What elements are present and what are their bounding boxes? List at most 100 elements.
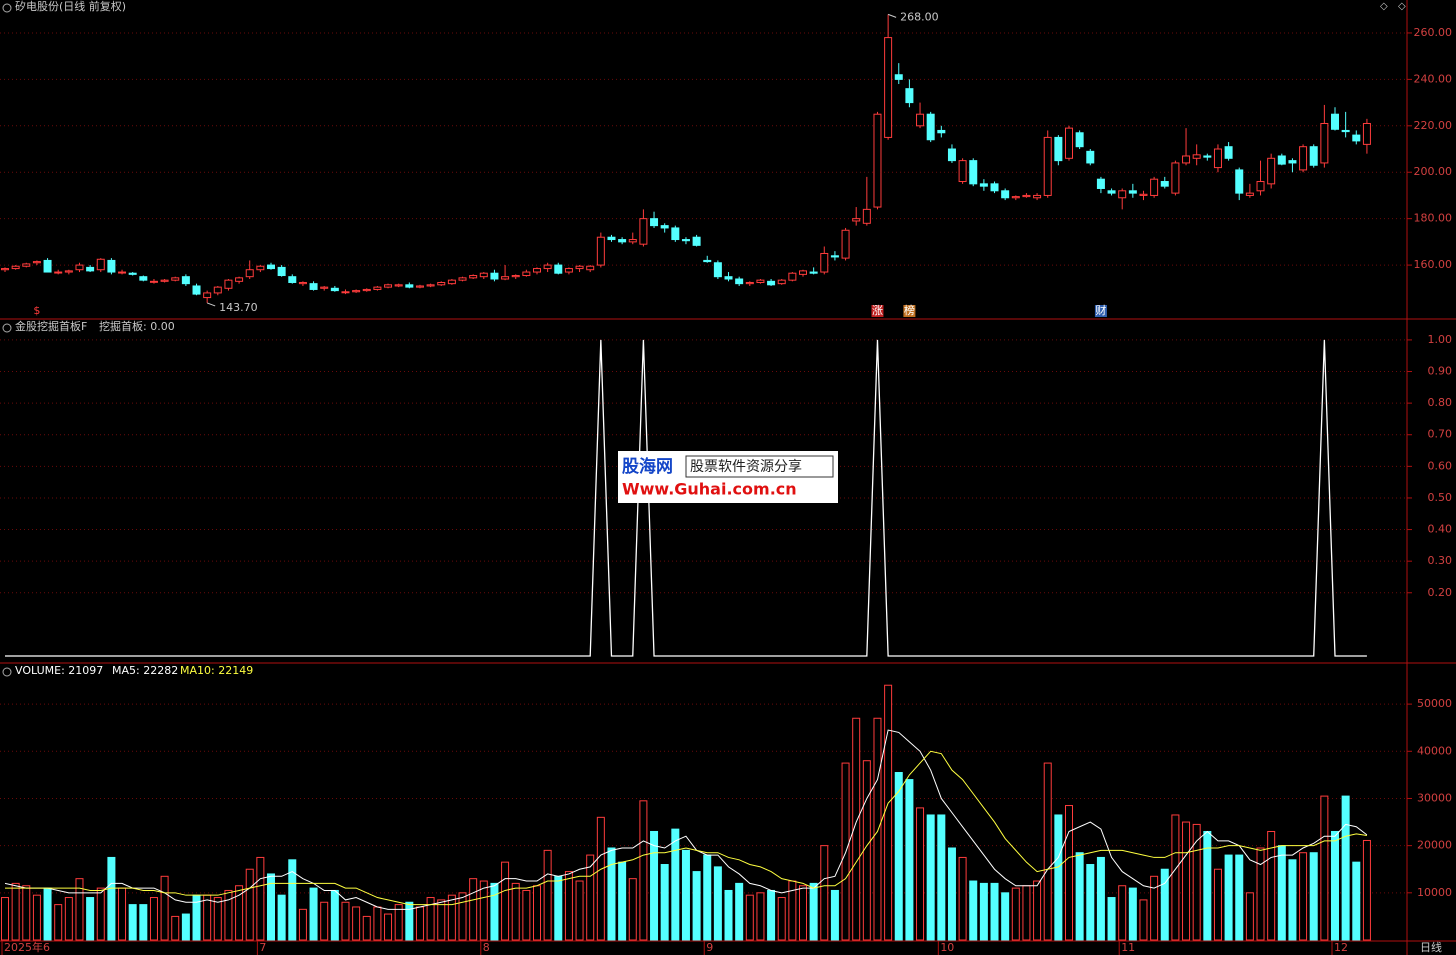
candle-body xyxy=(288,276,297,283)
y-tick-label: 0.50 xyxy=(1428,491,1453,504)
candle-body xyxy=(203,292,212,299)
candle-body xyxy=(809,271,818,274)
y-tick-label: 0.80 xyxy=(1428,396,1453,409)
candle-body xyxy=(1001,190,1010,199)
candle-body xyxy=(426,284,435,287)
candle-body xyxy=(947,148,956,162)
volume-bar xyxy=(394,904,403,941)
volume-bar xyxy=(469,878,478,941)
volume-bar xyxy=(203,894,212,941)
icon[interactable]: ◇ xyxy=(1380,1,1388,12)
header-icon xyxy=(2,667,12,677)
candle-body xyxy=(32,261,41,264)
volume-bar xyxy=(905,779,914,941)
candle-body xyxy=(384,284,393,288)
volume-bar xyxy=(405,901,414,941)
volume-bar xyxy=(1139,899,1148,941)
volume-bar xyxy=(650,830,659,941)
volume-bar xyxy=(809,882,818,941)
legend-entry: MA10: 22149 xyxy=(180,664,253,677)
volume-bar xyxy=(267,873,275,941)
volume-bar xyxy=(1362,839,1371,941)
icon[interactable]: ◇ xyxy=(1398,1,1406,12)
candle-body xyxy=(554,264,563,274)
volume-bar xyxy=(628,878,637,941)
candle-body xyxy=(884,37,893,138)
candle-body xyxy=(862,208,871,224)
y-tick-label: 0.70 xyxy=(1428,428,1453,441)
volume-bar xyxy=(660,864,669,941)
volume-bar xyxy=(415,906,424,941)
volume-bar xyxy=(894,772,903,941)
candle-body xyxy=(1320,122,1329,164)
volume-bar xyxy=(1277,845,1286,941)
x-tick-label: 11 xyxy=(1121,941,1135,954)
candle-body xyxy=(1054,136,1063,162)
candle-body xyxy=(469,275,478,279)
candle-body xyxy=(1086,150,1095,164)
candle-body xyxy=(1171,162,1180,194)
event-label: $ xyxy=(33,304,40,317)
y-tick-label: 0.60 xyxy=(1428,459,1453,472)
candle-body xyxy=(596,236,605,266)
candle-body xyxy=(1,268,9,271)
candle-body xyxy=(86,266,95,272)
candle-body xyxy=(1096,178,1105,189)
candle-body xyxy=(1213,148,1222,169)
candle-body xyxy=(1160,181,1169,187)
candle-body xyxy=(1139,193,1148,196)
volume-bar xyxy=(373,906,382,941)
volume-bar xyxy=(1107,897,1116,941)
candle-body xyxy=(149,280,158,283)
candle-body xyxy=(681,239,690,242)
volume-bar xyxy=(596,816,605,941)
candle-body xyxy=(192,285,201,295)
candle-body xyxy=(298,281,307,285)
candle-body xyxy=(1288,160,1297,164)
candle-body xyxy=(841,229,850,259)
volume-bar xyxy=(447,894,456,941)
candle-body xyxy=(969,160,978,185)
candle-body xyxy=(990,183,999,192)
volume-bar xyxy=(1192,823,1201,941)
volume-bar xyxy=(501,861,510,941)
y-tick-label: 180.00 xyxy=(1414,212,1453,225)
candle-body xyxy=(107,259,116,273)
volume-bar xyxy=(490,882,499,941)
candle-body xyxy=(1224,146,1233,159)
volume-bar xyxy=(1331,830,1339,941)
volume-bar xyxy=(1256,847,1265,941)
volume-bar xyxy=(298,908,307,941)
candle-body xyxy=(713,262,722,278)
volume-bar xyxy=(1224,854,1233,941)
event-badge xyxy=(903,305,916,317)
volume-bar xyxy=(543,849,552,941)
volume-bar xyxy=(32,894,41,941)
candle-body xyxy=(501,276,510,280)
volume-bar xyxy=(703,854,712,941)
volume-bar xyxy=(1320,795,1329,941)
candle-body xyxy=(852,218,861,222)
x-tick-label: 9 xyxy=(706,941,713,954)
volume-bar xyxy=(235,885,244,941)
low-label: 143.70 xyxy=(219,301,258,314)
volume-bar xyxy=(1299,852,1308,941)
legend-entry: VOLUME: 21097 xyxy=(15,664,103,677)
candle-body xyxy=(926,113,935,141)
x-tick-label: 7 xyxy=(259,941,266,954)
volume-bar xyxy=(384,913,393,941)
volume-bar xyxy=(745,894,754,941)
candle-body xyxy=(639,218,648,245)
volume-bar xyxy=(777,897,786,941)
volume-bar xyxy=(1288,859,1297,941)
volume-bar xyxy=(1118,885,1127,941)
volume-bar xyxy=(160,875,169,941)
y-tick-label: 40000 xyxy=(1417,744,1452,757)
event-label: 财 xyxy=(1095,303,1106,317)
candle-body xyxy=(394,284,403,287)
volume-bar xyxy=(671,828,680,941)
volume-bar xyxy=(618,861,627,941)
candle-body xyxy=(224,279,233,289)
x-tick-label: 2025年6 xyxy=(4,940,50,954)
high-label: 268.00 xyxy=(900,10,939,23)
